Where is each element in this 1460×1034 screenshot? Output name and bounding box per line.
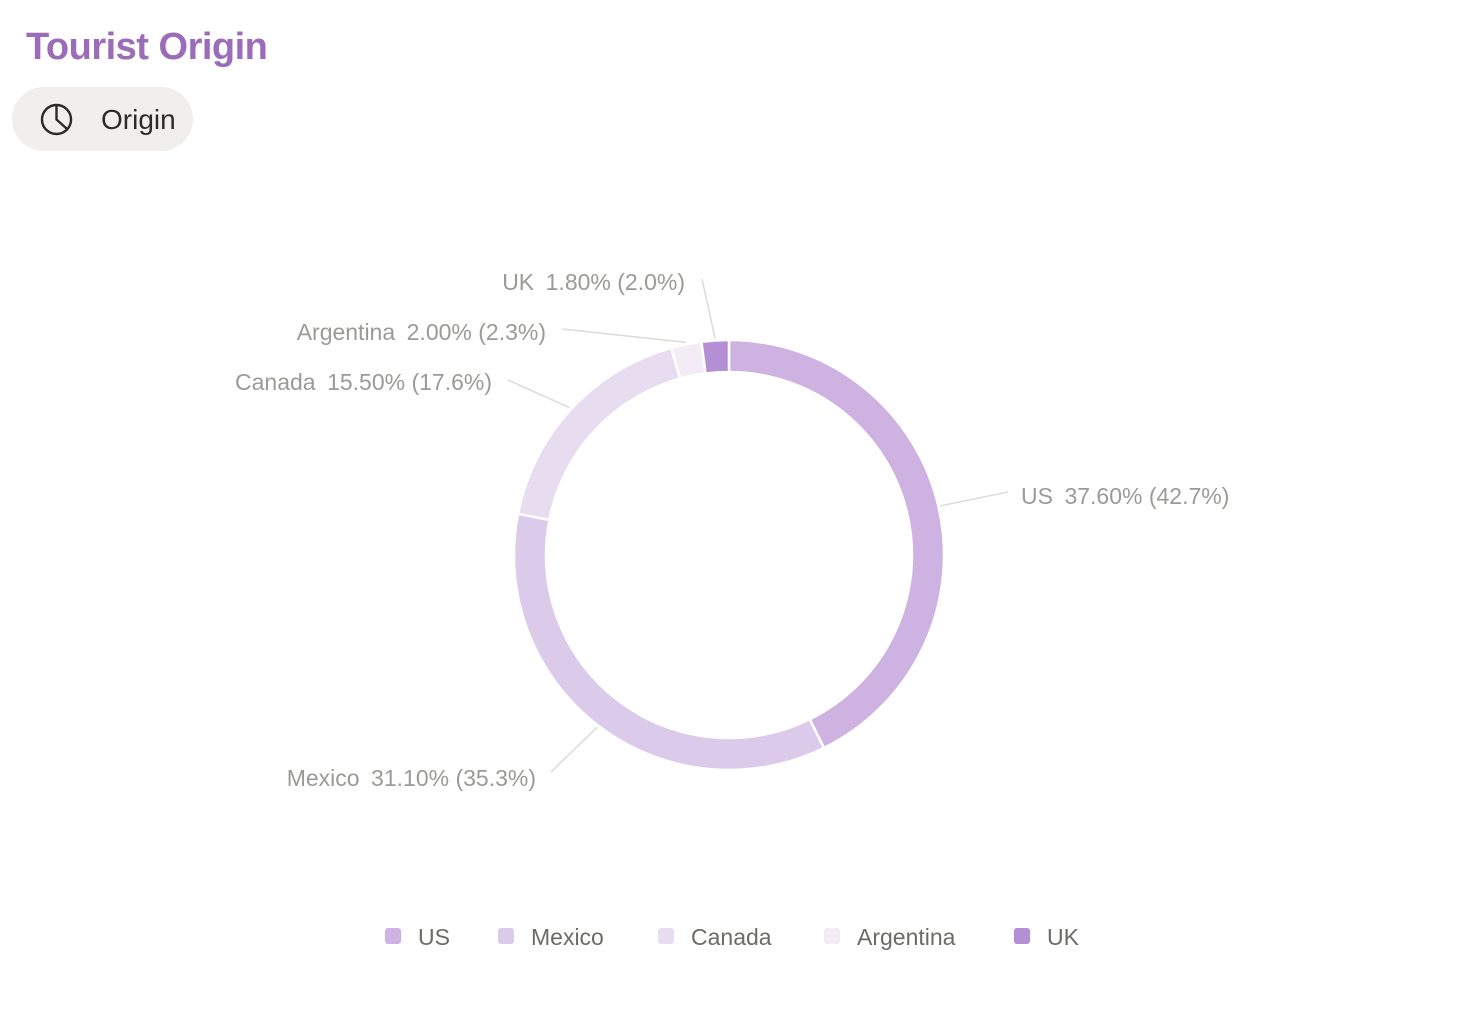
- slice-leader-lines: [507, 278, 1009, 773]
- donut-slices: [512, 338, 946, 772]
- legend-swatch-mexico: [498, 928, 514, 944]
- slice-label-canada: Canada 15.50% (17.6%): [235, 369, 492, 395]
- slice-uk[interactable]: [700, 338, 731, 375]
- slice-us[interactable]: [727, 338, 946, 750]
- leader-line-canada: [507, 379, 570, 409]
- leader-line-us: [940, 491, 1009, 507]
- legend-item-us[interactable]: US: [385, 924, 450, 950]
- legend-item-canada[interactable]: Canada: [658, 924, 772, 950]
- legend-label-mexico: Mexico: [531, 924, 604, 950]
- view-chip-origin[interactable]: Origin: [12, 87, 193, 151]
- slice-canada[interactable]: [516, 346, 682, 522]
- legend-item-mexico[interactable]: Mexico: [498, 924, 604, 950]
- legend-swatch-argentina: [824, 928, 840, 944]
- leader-line-uk: [701, 278, 716, 339]
- legend-label-canada: Canada: [691, 924, 772, 950]
- legend-label-argentina: Argentina: [857, 924, 956, 950]
- legend-swatch-us: [385, 928, 401, 944]
- legend-item-uk[interactable]: UK: [1014, 924, 1080, 950]
- legend-label-uk: UK: [1047, 924, 1080, 950]
- legend-item-argentina[interactable]: Argentina: [824, 924, 956, 950]
- view-chip-label: Origin: [101, 104, 176, 135]
- slice-label-mexico: Mexico 31.10% (35.3%): [287, 765, 536, 791]
- legend-swatch-canada: [658, 928, 674, 944]
- slice-labels: US 37.60% (42.7%) Mexico 31.10% (35.3%) Ca…: [235, 269, 1229, 791]
- legend-label-us: US: [418, 924, 450, 950]
- slice-label-uk: UK 1.80% (2.0%): [502, 269, 685, 295]
- slice-label-us: US 37.60% (42.7%): [1021, 483, 1229, 509]
- legend-swatch-uk: [1014, 928, 1030, 944]
- leader-line-mexico: [550, 726, 598, 773]
- pie-chart-icon: [40, 103, 73, 136]
- page-title: Tourist Origin: [26, 26, 268, 68]
- slice-mexico[interactable]: [512, 512, 826, 772]
- chart-legend: US Mexico Canada Argentina UK: [385, 924, 1080, 950]
- slice-label-argentina: Argentina 2.00% (2.3%): [297, 319, 546, 345]
- leader-line-argentina: [561, 328, 686, 344]
